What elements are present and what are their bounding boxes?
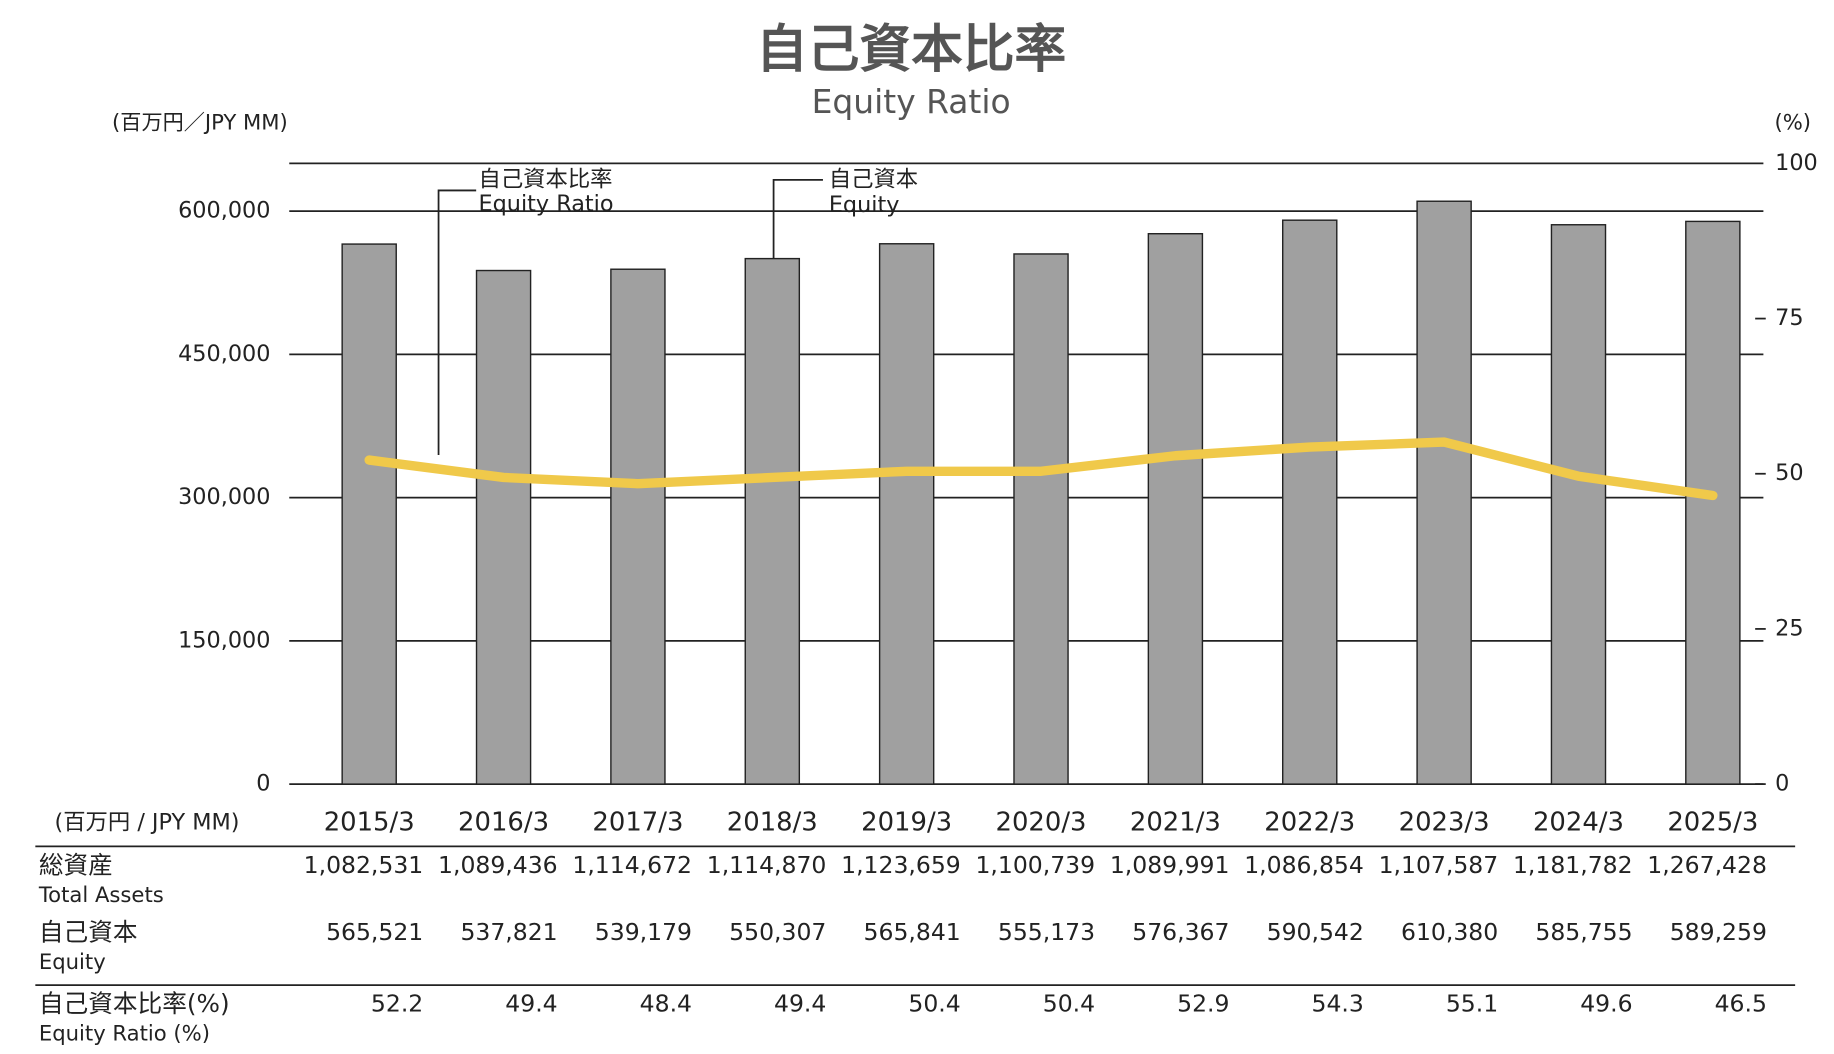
table-cell: 1,267,428 xyxy=(1647,851,1767,879)
x-tick-label: 2018/3 xyxy=(727,807,818,837)
x-tick-label: 2019/3 xyxy=(861,807,952,837)
table-cell: 50.4 xyxy=(1043,990,1095,1018)
table-cell: 1,086,854 xyxy=(1244,851,1364,879)
table-cell: 1,114,672 xyxy=(572,851,692,879)
x-tick-label: 2025/3 xyxy=(1667,807,1758,837)
y2-tick-label: 100 xyxy=(1775,150,1818,176)
y-tick-label: 600,000 xyxy=(178,198,270,224)
table-cell: 550,307 xyxy=(729,918,826,946)
table-cell: 590,542 xyxy=(1267,918,1364,946)
x-tick-label: 2021/3 xyxy=(1130,807,1221,837)
y-tick-label: 300,000 xyxy=(178,484,270,510)
chart-title: 自己資本比率 xyxy=(756,20,1066,80)
table-cell: 46.5 xyxy=(1715,990,1767,1018)
table-cell: 585,755 xyxy=(1535,918,1632,946)
table-cell: 49.6 xyxy=(1580,990,1632,1018)
table-cell: 49.4 xyxy=(505,990,557,1018)
bar xyxy=(1013,253,1069,785)
row-label: 自己資本 xyxy=(39,917,138,946)
x-tick-label: 2017/3 xyxy=(592,807,683,837)
legend-label: Equity xyxy=(829,192,900,218)
y2-tick-label: 75 xyxy=(1775,305,1803,331)
y-tick-label: 0 xyxy=(256,771,270,797)
legend-leader xyxy=(772,178,823,259)
table-cell: 49.4 xyxy=(774,990,826,1018)
bar xyxy=(878,243,935,785)
y2-tick-label: 0 xyxy=(1775,771,1789,797)
legend-label: 自己資本比率 xyxy=(479,166,613,192)
table-cell: 1,082,531 xyxy=(304,851,424,879)
y-tick-label: 150,000 xyxy=(178,627,270,653)
table-cell: 48.4 xyxy=(640,990,692,1018)
table-cell: 565,841 xyxy=(864,918,961,946)
x-tick-label: 2016/3 xyxy=(458,807,549,837)
bar xyxy=(1685,220,1741,785)
table-cell: 1,181,782 xyxy=(1513,851,1633,879)
table-cell: 1,123,659 xyxy=(841,851,961,879)
bar xyxy=(1282,219,1338,785)
x-tick-label: 2022/3 xyxy=(1264,807,1355,837)
y-axis-label: (百万円／JPY MM) xyxy=(112,109,288,134)
table-cell: 1,100,739 xyxy=(975,851,1095,879)
table-cell: 555,173 xyxy=(998,918,1095,946)
chart-subtitle: Equity Ratio xyxy=(812,82,1011,121)
bar xyxy=(341,243,397,785)
table-cell: 1,089,991 xyxy=(1110,851,1230,879)
bar xyxy=(1147,233,1204,785)
row-label-en: Equity xyxy=(39,949,106,974)
table-cell: 610,380 xyxy=(1401,918,1498,946)
table-cell: 589,259 xyxy=(1670,918,1767,946)
row-label-en: Total Assets xyxy=(38,882,164,907)
table-cell: 537,821 xyxy=(460,918,557,946)
table-cell: 576,367 xyxy=(1132,918,1229,946)
table-header: (百万円 / JPY MM) xyxy=(55,809,240,835)
row-label: 自己資本比率(%) xyxy=(39,989,230,1018)
table-cell: 52.9 xyxy=(1177,990,1229,1018)
table-cell: 54.3 xyxy=(1311,990,1363,1018)
table-cell: 55.1 xyxy=(1446,990,1498,1018)
table-cell: 1,107,587 xyxy=(1379,851,1499,879)
table-cell: 539,179 xyxy=(595,918,692,946)
x-tick-label: 2023/3 xyxy=(1399,807,1490,837)
bar xyxy=(1550,224,1607,785)
row-label: 総資産 xyxy=(39,850,113,879)
y2-tick-label: 25 xyxy=(1775,615,1803,641)
y-tick-label: 450,000 xyxy=(178,341,270,367)
legend-label: Equity Ratio xyxy=(479,191,614,217)
table-cell: 565,521 xyxy=(326,918,423,946)
table-cell: 1,089,436 xyxy=(438,851,558,879)
y2-tick-label: 50 xyxy=(1775,460,1803,486)
table-cell: 50.4 xyxy=(908,990,960,1018)
legend-leader xyxy=(437,189,477,455)
y2-axis-label: (%) xyxy=(1774,109,1811,134)
x-tick-label: 2020/3 xyxy=(996,807,1087,837)
legend-label: 自己資本 xyxy=(829,166,918,192)
line xyxy=(364,437,1718,501)
bar xyxy=(1416,200,1472,785)
bar xyxy=(475,269,532,785)
table-cell: 1,114,870 xyxy=(707,851,827,879)
row-label-en: Equity Ratio (%) xyxy=(39,1020,210,1045)
bar xyxy=(610,268,666,785)
x-tick-label: 2015/3 xyxy=(324,807,415,837)
x-tick-label: 2024/3 xyxy=(1533,807,1624,837)
table-cell: 52.2 xyxy=(371,990,423,1018)
bar xyxy=(744,257,801,785)
